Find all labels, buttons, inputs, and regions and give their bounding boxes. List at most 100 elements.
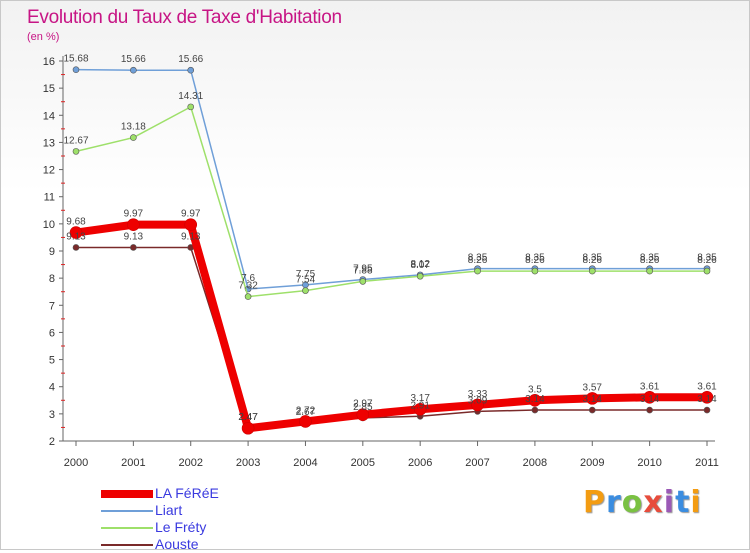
data-label-0: 3.61	[697, 381, 717, 392]
legend-label-0: LA FéRéE	[155, 485, 219, 501]
data-label-1: 8.35	[583, 253, 603, 264]
data-label-0: 3.5	[528, 384, 542, 395]
logo-letter: x	[643, 485, 664, 520]
legend-label-1: Liart	[155, 502, 183, 518]
series-point-0	[241, 421, 255, 435]
logo-letter: o	[621, 485, 644, 520]
y-tick-label: 14	[43, 110, 55, 122]
data-label-2: 8.26	[468, 255, 488, 266]
data-label-2: 8.26	[525, 255, 545, 266]
data-label-0: 2.72	[296, 405, 316, 416]
data-label-3: 9.13	[66, 231, 86, 242]
series-line-2	[75, 106, 707, 298]
y-unit-label: (en %)	[27, 31, 60, 43]
data-label-3: 2.85	[353, 402, 373, 413]
series-point-0	[528, 393, 542, 407]
data-label-0: 9.97	[124, 209, 144, 220]
data-label-3: 3.09	[468, 395, 488, 406]
data-label-3: 2.47	[238, 412, 258, 423]
y-tick-label: 13	[43, 137, 55, 149]
series-point-2	[244, 293, 252, 300]
data-label-0: 2.47	[238, 412, 258, 423]
series-point-0	[184, 218, 198, 231]
data-label-2: 8.07	[410, 260, 430, 271]
data-label-1: 8.35	[525, 253, 545, 264]
y-tick-label: 11	[44, 192, 55, 204]
logo-letter: i	[663, 485, 676, 520]
data-label-1: 15.66	[121, 54, 146, 65]
series-point-3	[531, 406, 539, 414]
data-label-2: 7.32	[238, 281, 258, 292]
data-label-1: 15.66	[178, 54, 203, 65]
data-label-3: 2.91	[410, 400, 430, 411]
data-label-3: 3.14	[525, 394, 545, 405]
series-point-0	[471, 398, 484, 412]
series-point-0	[356, 408, 370, 421]
series-point-1	[72, 66, 80, 73]
data-label-1: 8.35	[697, 253, 717, 264]
y-tick-label: 10	[43, 219, 55, 231]
data-label-2: 8.26	[583, 255, 603, 266]
data-label-1: 15.68	[63, 54, 88, 65]
x-tick-label: 2007	[465, 457, 489, 469]
x-tick-label: 2008	[523, 457, 547, 469]
series-point-0	[700, 390, 714, 404]
data-label-2: 8.26	[697, 255, 717, 266]
data-label-2: 14.31	[178, 91, 203, 102]
data-label-1: 7.6	[241, 273, 255, 284]
y-tick-label: 4	[49, 382, 55, 394]
data-label-2: 7.54	[296, 275, 316, 286]
data-label-1: 7.75	[296, 269, 316, 280]
legend-swatch-2	[101, 527, 153, 529]
chart-title: Evolution du Taux de Taxe d'Habitation	[27, 7, 342, 28]
series-point-2	[646, 267, 653, 275]
data-label-3: 3.14	[697, 394, 717, 405]
y-tick-label: 6	[49, 327, 55, 339]
data-label-0: 3.17	[410, 393, 430, 404]
data-label-3: 3.14	[583, 394, 603, 405]
legend-swatch-0	[101, 490, 153, 498]
series-point-0	[127, 218, 140, 231]
legend-label-2: Le Fréty	[155, 519, 207, 535]
data-label-3: 3.14	[640, 394, 660, 405]
logo-letter: P	[583, 485, 606, 520]
data-label-0: 3.33	[468, 389, 488, 400]
data-label-1: 8.35	[468, 253, 488, 264]
legend-swatch-1	[101, 510, 153, 512]
series-point-3	[703, 406, 711, 414]
y-tick-label: 9	[49, 246, 55, 258]
series-point-1	[187, 66, 195, 74]
logo-letter: t	[675, 485, 691, 520]
x-tick-label: 2011	[695, 457, 719, 469]
series-point-3	[588, 406, 596, 414]
series-point-2	[302, 287, 309, 294]
y-tick-label: 8	[49, 273, 55, 285]
x-tick-label: 2002	[178, 457, 202, 469]
series-point-0	[585, 392, 599, 405]
series-point-0	[643, 390, 656, 404]
logo-letter: r	[606, 485, 622, 520]
series-point-2	[72, 148, 80, 155]
series-point-2	[531, 267, 539, 275]
series-point-3	[130, 244, 137, 251]
data-label-0: 3.57	[583, 382, 603, 393]
series-point-3	[646, 406, 653, 414]
proxiti-logo: Proxiti	[583, 485, 702, 520]
data-label-0: 9.97	[181, 209, 201, 220]
data-label-2: 12.67	[63, 135, 88, 146]
series-point-0	[413, 402, 427, 416]
series-line-3	[76, 246, 707, 429]
data-label-1: 8.35	[640, 253, 660, 264]
data-label-3: 9.13	[124, 231, 144, 242]
series-point-2	[588, 267, 596, 275]
series-point-2	[703, 267, 711, 275]
series-line-1	[75, 68, 707, 290]
data-label-0: 3.61	[640, 381, 660, 392]
data-label-2: 7.88	[353, 265, 373, 276]
series-point-3	[72, 244, 80, 251]
data-label-0: 2.97	[353, 399, 373, 410]
data-label-0: 9.68	[66, 217, 86, 228]
data-label-3: 2.67	[296, 407, 316, 418]
data-label-1: 7.95	[353, 264, 373, 275]
